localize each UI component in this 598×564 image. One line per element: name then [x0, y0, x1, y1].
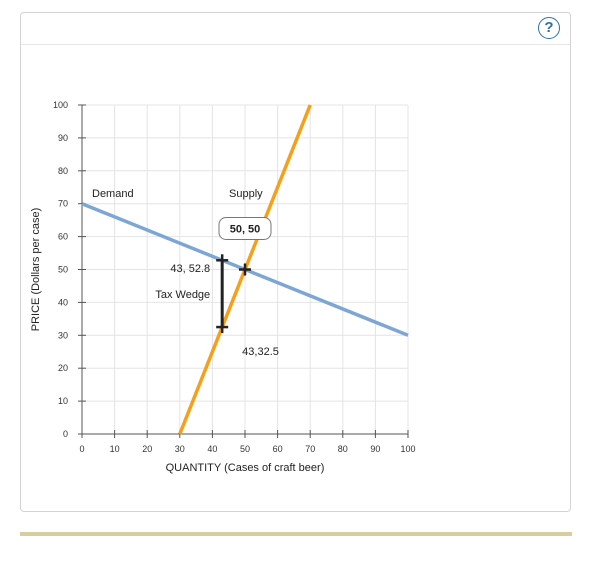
- x-axis-title: QUANTITY (Cases of craft beer): [166, 462, 325, 474]
- help-button[interactable]: ?: [538, 17, 560, 39]
- x-tick-label: 70: [305, 444, 315, 454]
- tax-wedge-bottom-label: 43,32.5: [242, 346, 279, 358]
- x-tick-label: 40: [207, 444, 217, 454]
- tax-wedge-top-label: 43, 52.8: [170, 263, 210, 275]
- bottom-divider: [20, 532, 572, 536]
- supply-label: Supply: [229, 188, 263, 200]
- y-tick-label: 100: [53, 100, 68, 110]
- y-tick-label: 20: [58, 363, 68, 373]
- x-tick-label: 30: [175, 444, 185, 454]
- y-tick-label: 10: [58, 396, 68, 406]
- y-tick-label: 60: [58, 232, 68, 242]
- x-tick-label: 0: [79, 444, 84, 454]
- y-tick-label: 70: [58, 199, 68, 209]
- equilibrium-marker: [239, 263, 251, 276]
- y-tick-label: 0: [63, 429, 68, 439]
- y-tick-label: 40: [58, 297, 68, 307]
- x-tick-label: 90: [370, 444, 380, 454]
- y-tick-label: 50: [58, 265, 68, 275]
- x-tick-label: 10: [110, 444, 120, 454]
- axes: 0 10 20 30 40 50 60 70 80 90 100 0 10 20 30 40 50 60 70 80 9…: [53, 100, 416, 454]
- equilibrium-label: 50, 50: [230, 224, 261, 236]
- x-tick-label: 80: [338, 444, 348, 454]
- marks-layer: [216, 217, 272, 334]
- y-tick-label: 90: [58, 133, 68, 143]
- x-tick-label: 20: [142, 444, 152, 454]
- tax-wedge-label: Tax Wedge: [155, 289, 210, 301]
- y-tick-label: 80: [58, 166, 68, 176]
- equilibrium-label-box: [218, 217, 272, 240]
- question-panel: ?: [20, 12, 571, 512]
- x-tick-label: 100: [400, 444, 415, 454]
- tax-wedge-top-marker: [216, 254, 229, 267]
- panel-divider: [21, 44, 570, 45]
- demand-label: Demand: [92, 188, 134, 200]
- tax-wedge-bottom-marker: [216, 321, 229, 334]
- y-axis-title: PRICE (Dollars per case): [30, 208, 42, 331]
- x-tick-label: 60: [273, 444, 283, 454]
- x-tick-label: 50: [240, 444, 250, 454]
- y-tick-label: 30: [58, 330, 68, 340]
